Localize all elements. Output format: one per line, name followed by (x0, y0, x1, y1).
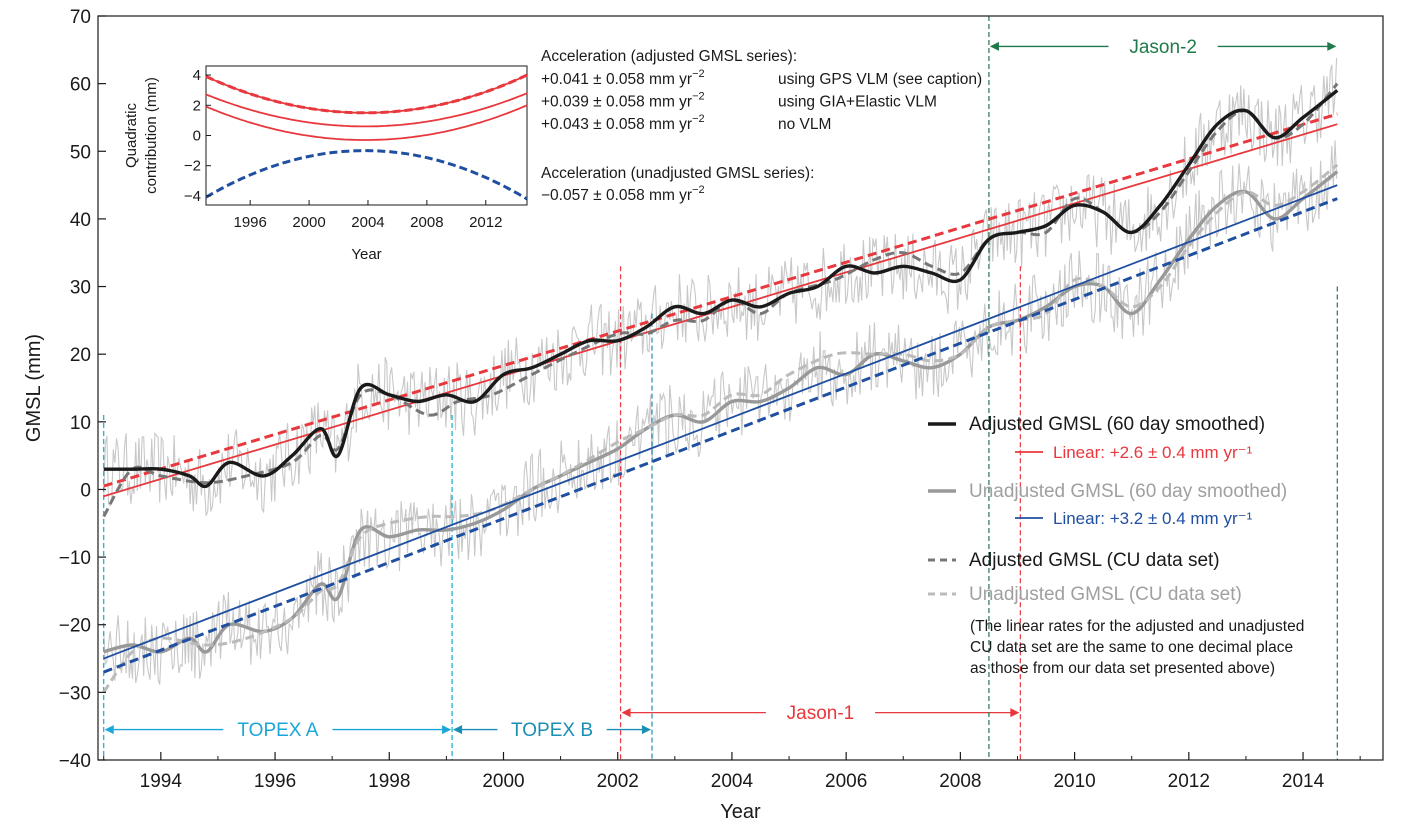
legend-label: Adjusted GMSL (CU data set) (969, 550, 1220, 571)
mission-label: Jason-1 (787, 703, 855, 724)
acceleration-unadjusted-value: −0.057 ± 0.058 mm yr−2 (541, 184, 705, 204)
inset-x-tick-label: 2008 (410, 214, 443, 231)
arrowhead-left-icon (989, 41, 999, 51)
y-tick-label: 50 (70, 142, 91, 163)
legend: Adjusted GMSL (60 day smoothed) Linear: +… (928, 414, 1304, 677)
inset-curve (205, 92, 528, 128)
mission-markers: TOPEX A TOPEX B Jason-1 Jason-2 (103, 16, 1338, 760)
legend-label: Unadjusted GMSL (CU data set) (969, 584, 1242, 605)
series-line (102, 163, 1339, 694)
x-tick-label: 2006 (825, 771, 867, 792)
x-tick-label: 1994 (140, 771, 183, 792)
mission-label: TOPEX A (237, 720, 318, 741)
x-axis-title: Year (720, 801, 761, 823)
legend-note-line: as those from our data set presented abo… (970, 660, 1275, 677)
series-line (103, 112, 1338, 488)
inset-y-tick-label: −4 (184, 188, 201, 205)
x-tick-label: 2000 (482, 771, 524, 792)
acceleration-adjusted-value: +0.039 ± 0.058 mm yr−2 using GIA+Elastic … (541, 91, 937, 111)
arrowhead-left-icon (104, 725, 114, 735)
series-lines (102, 82, 1339, 694)
legend-label: Linear: +2.6 ± 0.4 mm yr⁻¹ (1053, 443, 1253, 462)
arrowhead-left-icon (621, 708, 631, 718)
x-tick-label: 2004 (711, 771, 754, 792)
y-tick-label: −30 (59, 683, 91, 704)
inset-x-tick-label: 2004 (351, 214, 384, 231)
x-tick-label: 2008 (939, 771, 981, 792)
inset-curve (205, 149, 528, 201)
legend-label: Unadjusted GMSL (60 day smoothed) (969, 481, 1287, 502)
series-line (103, 123, 1338, 498)
y-tick-label: 30 (70, 278, 91, 299)
arrowhead-right-icon (1327, 41, 1337, 51)
legend-note-line: CU data set are the same to one decimal … (970, 639, 1293, 656)
arrowhead-right-icon (1010, 708, 1020, 718)
y-tick-label: 10 (70, 413, 91, 434)
y-tick-label: −20 (59, 616, 91, 637)
legend-note-line: (The linear rates for the adjusted and u… (970, 618, 1304, 635)
inset-y-axis-title: Quadratic (123, 102, 140, 168)
x-tick-label: 2010 (1053, 771, 1095, 792)
mission-label: Jason-2 (1129, 37, 1197, 58)
inset-y-tick-label: 2 (193, 97, 201, 114)
acceleration-annotations: Acceleration (adjusted GMSL series): +0.0… (541, 48, 982, 204)
series-line (103, 89, 1339, 489)
raw-trace-line (103, 57, 1338, 516)
acceleration-adjusted-value: +0.043 ± 0.058 mm yr−2 no VLM (541, 113, 831, 133)
y-tick-label: 60 (70, 75, 91, 96)
y-tick-label: −10 (59, 548, 91, 569)
series-line (103, 170, 1339, 654)
series-line (103, 184, 1338, 660)
inset-y-tick-label: −2 (184, 158, 201, 175)
y-tick-label: −40 (59, 751, 91, 772)
acceleration-adjusted-value: +0.041 ± 0.058 mm yr−2 using GPS VLM (see… (541, 68, 982, 88)
y-tick-label: 40 (70, 210, 91, 231)
inset-x-tick-label: 1996 (233, 214, 266, 231)
legend-label: Adjusted GMSL (60 day smoothed) (969, 414, 1265, 435)
inset-frame (205, 65, 528, 206)
acceleration-unadjusted-heading: Acceleration (unadjusted GMSL series): (541, 165, 814, 182)
arrowhead-left-icon (453, 725, 463, 735)
inset-x-axis-title: Year (351, 246, 381, 263)
legend-label: Linear: +3.2 ± 0.4 mm yr⁻¹ (1053, 509, 1253, 528)
inset-curve (205, 104, 528, 141)
x-tick-label: 2012 (1168, 771, 1210, 792)
inset-y-axis-title: contribution (mm) (143, 77, 160, 194)
inset-curve (205, 74, 528, 114)
y-tick-label: 0 (80, 480, 91, 501)
y-tick-label: 70 (70, 7, 91, 28)
main-axes: 1994 1996 1998 2000 2002 2004 2006 2008 2010 2012… (59, 7, 1384, 792)
inset-y-tick-label: 0 (193, 128, 201, 145)
inset-y-tick-label: 4 (193, 67, 201, 84)
x-tick-label: 1998 (368, 771, 410, 792)
x-tick-label: 1996 (254, 771, 296, 792)
acceleration-inset: 1996 2000 2004 2008 2012 −4 −2 0 2 4 Year Quadratic… (123, 65, 528, 263)
x-tick-label: 2002 (597, 771, 639, 792)
x-tick-label: 2014 (1282, 771, 1325, 792)
mission-label: TOPEX B (511, 720, 593, 741)
arrowhead-right-icon (641, 725, 651, 735)
y-axis-title: GMSL (mm) (23, 334, 45, 442)
inset-x-tick-label: 2000 (292, 214, 325, 231)
arrowhead-right-icon (442, 725, 452, 735)
plot-frame (97, 15, 1384, 761)
series-line (103, 197, 1338, 674)
inset-x-tick-label: 2012 (469, 214, 502, 231)
acceleration-adjusted-heading: Acceleration (adjusted GMSL series): (541, 48, 797, 65)
y-tick-label: 20 (70, 345, 91, 366)
